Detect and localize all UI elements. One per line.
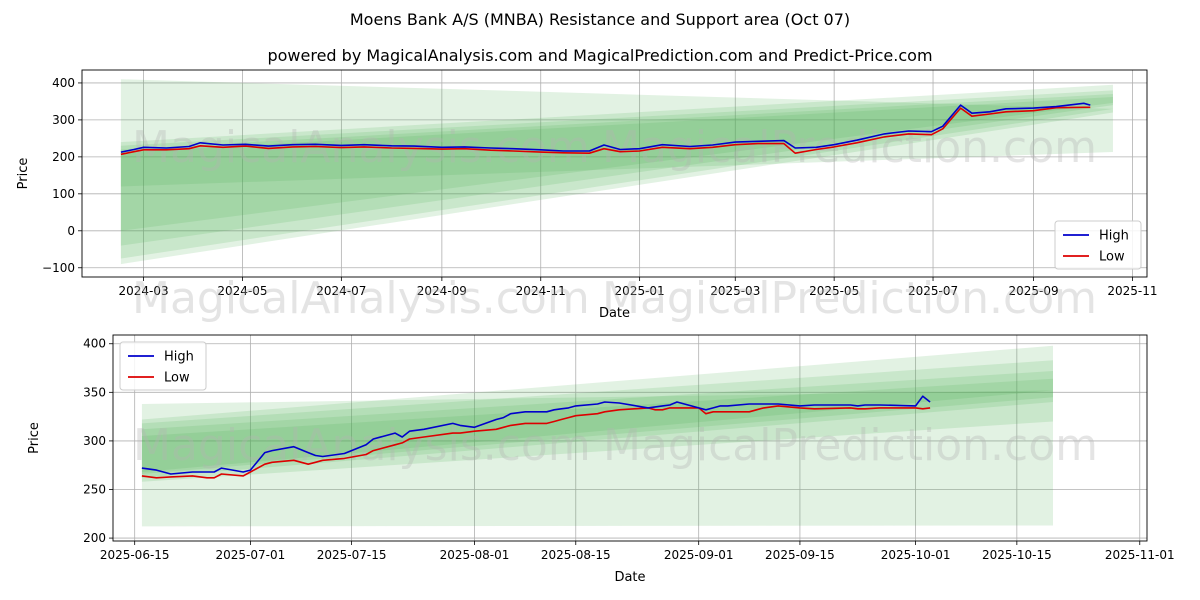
watermark-text: MagicalAnalysis.com: [133, 420, 591, 471]
y-tick-label: 400: [52, 76, 75, 90]
x-tick-label: 2025-10-15: [982, 548, 1052, 562]
band-area: [141, 370, 1053, 474]
series-line-low: [141, 405, 931, 479]
legend-box: [1054, 220, 1142, 270]
x-tick-label: 2025-07-01: [216, 548, 286, 562]
y-tick-label: 250: [83, 483, 106, 497]
x-axis-label: Date: [614, 570, 645, 585]
x-tick-label: 2025-09: [1008, 284, 1058, 298]
band-area: [120, 96, 1113, 231]
watermark-text: MagicalPrediction.com: [603, 420, 1098, 471]
legend: High Low: [119, 341, 207, 391]
legend: High Low: [1054, 220, 1142, 270]
y-tick-label: 400: [83, 337, 106, 351]
y-tick-label: 0: [67, 224, 75, 238]
x-tick-label: 2025-03: [710, 284, 760, 298]
plot-frame: [81, 69, 1148, 278]
x-tick-label: 2025-05: [809, 284, 859, 298]
x-tick-label: 2024-09: [417, 284, 467, 298]
chart-title: Moens Bank A/S (MNBA) Resistance and Sup…: [349, 10, 851, 29]
support-resistance-bands: [120, 79, 1113, 265]
x-tick-label: 2025-09-15: [765, 548, 835, 562]
band-area: [120, 84, 1113, 265]
x-tick-label: 2025-11: [1107, 284, 1157, 298]
band-area: [120, 90, 1113, 259]
watermark-text: MagicalPrediction.com: [602, 122, 1097, 173]
y-tick-label: 300: [83, 434, 106, 448]
band-area: [141, 378, 1053, 473]
top-chart-panel: 2024-03 2024-05 2024-07 2024-09 2024-11 2025-…: [16, 69, 1157, 324]
bottom-chart-panel: 2025-06-15 2025-07-01 2025-07-15 2025-08-01…: [27, 334, 1175, 585]
x-tick-label: 2025-11-01: [1105, 548, 1175, 562]
x-tick-label: 2024-03: [119, 284, 169, 298]
x-tick-label: 2025-06-15: [100, 548, 170, 562]
x-tick-label: 2025-10-01: [881, 548, 951, 562]
y-axis-label: Price: [27, 422, 42, 454]
series-line-high: [141, 395, 931, 475]
x-tick-label: 2025-07-15: [317, 548, 387, 562]
x-tick-label: 2025-08-01: [440, 548, 510, 562]
x-tick-label: 2024-11: [516, 284, 566, 298]
legend-label-high: High: [164, 350, 194, 365]
y-tick-label: 100: [52, 187, 75, 201]
series-lines: [141, 395, 931, 479]
band-area: [120, 79, 1113, 187]
series-line-low: [120, 106, 1091, 156]
series-line-high: [120, 102, 1091, 153]
x-tick-label: 2025-07: [908, 284, 958, 298]
y-tick-label: 200: [52, 150, 75, 164]
legend-label-high: High: [1099, 229, 1129, 244]
plot-frame: [112, 334, 1148, 542]
x-tick-label: 2025-09-01: [664, 548, 734, 562]
x-tick-label: 2024-05: [217, 284, 267, 298]
legend-box: [119, 341, 207, 391]
legend-label-low: Low: [1099, 250, 1125, 265]
legend-label-low: Low: [164, 371, 190, 386]
band-area: [120, 94, 1113, 246]
x-axis-label: Date: [599, 306, 630, 321]
y-tick-label: 200: [83, 531, 106, 545]
x-tick-label: 2025-01: [615, 284, 665, 298]
watermark-text: MagicalAnalysis.com: [132, 273, 590, 324]
x-tick-label: 2025-08-15: [541, 548, 611, 562]
x-tick-label: 2024-07: [316, 284, 366, 298]
watermark-text: MagicalPrediction.com: [602, 273, 1097, 324]
y-tick-label: 350: [83, 385, 106, 399]
y-axis-label: Price: [16, 158, 31, 190]
series-lines: [120, 102, 1091, 156]
y-tick-label: −100: [42, 261, 75, 275]
y-tick-label: 300: [52, 113, 75, 127]
band-area: [141, 390, 1053, 527]
band-area: [141, 360, 1053, 478]
chart-subtitle: powered by MagicalAnalysis.com and Magic…: [267, 46, 933, 65]
